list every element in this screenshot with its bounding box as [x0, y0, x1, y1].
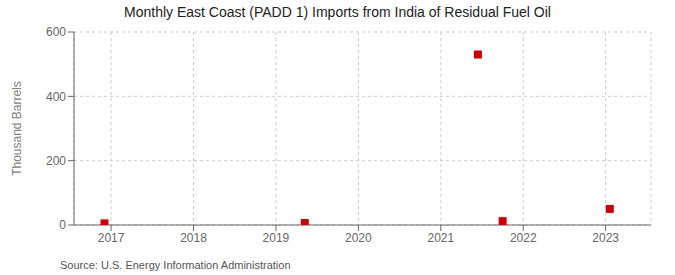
svg-text:2021: 2021: [427, 231, 454, 245]
svg-text:2023: 2023: [592, 231, 619, 245]
html-text:Source: U.S. Energy Informatio: Source: U.S. Energy Information Administ…: [60, 259, 291, 271]
svg-text:600: 600: [46, 25, 66, 39]
svg-text:2018: 2018: [180, 231, 207, 245]
svg-text:400: 400: [46, 90, 66, 104]
svg-text:2020: 2020: [345, 231, 372, 245]
html-text:Monthly East Coast (PADD 1) Im: Monthly East Coast (PADD 1) Imports from…: [124, 4, 551, 20]
svg-text:2022: 2022: [510, 231, 537, 245]
svg-text:Thousand Barrels: Thousand Barrels: [10, 81, 24, 176]
svg-text:2019: 2019: [263, 231, 290, 245]
svg-text:200: 200: [46, 154, 66, 168]
svg-text:0: 0: [59, 218, 66, 232]
svg-text:2017: 2017: [98, 231, 125, 245]
